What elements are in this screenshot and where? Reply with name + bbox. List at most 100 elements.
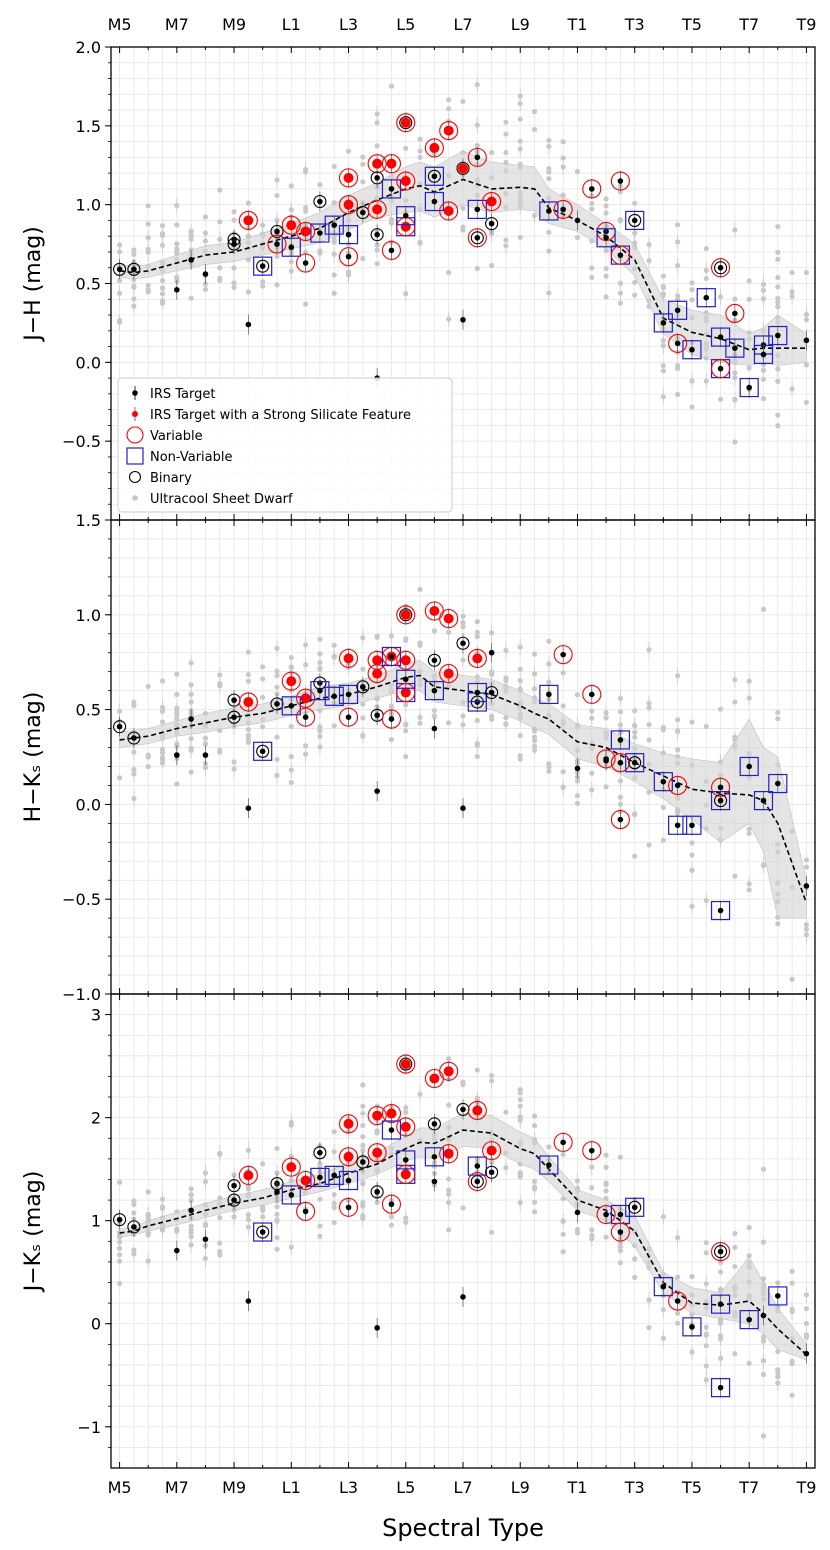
target-marker <box>431 198 438 205</box>
target-point <box>113 259 127 280</box>
ultracool-dwarf-point <box>489 149 495 156</box>
target-marker <box>345 691 352 698</box>
target-marker <box>116 266 123 273</box>
ultracool-dwarf-point <box>517 677 523 684</box>
target-marker <box>274 1189 280 1195</box>
target-point <box>381 178 402 199</box>
non-variable-marker <box>381 1120 402 1140</box>
target-marker <box>388 653 395 660</box>
ultracool-dwarf-point <box>503 119 509 125</box>
target-marker <box>674 782 681 789</box>
ultracool-dwarf-point <box>245 732 251 738</box>
target-point <box>610 171 630 192</box>
ultracool-dwarf-point <box>260 1214 266 1220</box>
ultracool-dwarf-point <box>317 744 323 750</box>
ultracool-dwarf-point <box>188 682 194 688</box>
ultracool-dwarf-point <box>360 635 366 641</box>
target-marker <box>374 175 380 181</box>
target-point <box>696 287 716 308</box>
ultracool-dwarf-point <box>775 249 781 255</box>
ultracool-dwarf-point <box>131 284 137 290</box>
target-point <box>753 344 774 365</box>
variable-marker <box>596 1204 616 1225</box>
target-marker <box>388 1201 395 1208</box>
y-tick-label: 0 <box>91 1315 101 1334</box>
ultracool-dwarf-point <box>260 694 266 700</box>
target-point <box>539 684 559 705</box>
ultracool-dwarf-point <box>274 691 280 697</box>
variable-marker <box>396 1054 416 1074</box>
ultracool-dwarf-point <box>775 716 781 722</box>
target-marker <box>472 653 483 664</box>
target-marker <box>458 163 468 174</box>
ultracool-dwarf-point <box>803 399 810 405</box>
binary-marker <box>456 161 470 175</box>
ultracool-dwarf-point <box>517 1090 523 1096</box>
target-point <box>456 1099 470 1120</box>
target-point <box>753 790 774 811</box>
ultracool-dwarf-point <box>589 1235 595 1242</box>
ultracool-dwarf-point <box>374 242 380 248</box>
variable-marker <box>424 138 444 158</box>
ultracool-dwarf-point <box>746 887 752 893</box>
target-marker <box>588 186 595 192</box>
ultracool-dwarf-point <box>403 754 409 760</box>
ultracool-dwarf-point <box>746 678 752 684</box>
ultracool-dwarf-point <box>503 131 509 137</box>
ultracool-dwarf-point <box>116 708 123 714</box>
target-marker <box>488 220 495 227</box>
legend-marker-black-circle <box>128 470 142 484</box>
ultracool-dwarf-point <box>159 678 166 684</box>
ultracool-dwarf-point <box>660 727 666 733</box>
variable-marker <box>467 1100 487 1120</box>
plot-area <box>113 586 810 982</box>
binary-marker <box>427 1117 441 1131</box>
target-marker <box>431 657 438 664</box>
ultracool-dwarf-point <box>775 378 781 385</box>
ultracool-dwarf-point <box>131 1210 137 1216</box>
target-marker <box>660 778 667 785</box>
ultracool-dwarf-point <box>231 280 237 286</box>
target-point <box>424 680 444 701</box>
variable-marker <box>439 664 459 684</box>
target-marker <box>732 345 738 351</box>
ultracool-dwarf-point <box>760 1338 767 1344</box>
target-point <box>424 137 444 158</box>
panels: −0.5 0.0 0.5 1.0 1.5 2.0 J−H (mag) −1.0 −0.5 0.0 0… <box>21 38 816 1469</box>
ultracool-dwarf-point <box>617 801 623 807</box>
variable-marker <box>711 258 731 278</box>
ultracool-dwarf-point <box>331 642 337 648</box>
ultracool-dwarf-point <box>703 275 709 282</box>
binary-marker <box>127 1220 141 1234</box>
variable-marker <box>381 154 402 174</box>
variable-marker <box>367 1106 387 1126</box>
ultracool-dwarf-point <box>703 723 709 730</box>
target-marker <box>131 1224 137 1230</box>
bottom-x-tick-label: M5 <box>108 1478 132 1497</box>
ultracool-dwarf-point <box>803 1334 810 1340</box>
target-point <box>739 1309 759 1330</box>
target-point <box>338 1113 359 1134</box>
ultracool-dwarf-point <box>474 265 480 272</box>
target-point <box>370 1181 384 1202</box>
target-point <box>803 1343 810 1364</box>
target-point <box>610 729 630 750</box>
target-marker <box>443 613 454 624</box>
ultracool-dwarf-point <box>632 230 638 236</box>
ultracool-dwarf-point <box>531 108 538 115</box>
ultracool-dwarf-point <box>531 671 538 677</box>
ultracool-dwarf-point <box>703 1331 709 1337</box>
target-marker <box>431 725 438 732</box>
non-variable-marker <box>625 210 645 231</box>
ultracool-dwarf-point <box>675 728 681 735</box>
ultracool-dwarf-point <box>489 630 495 636</box>
target-point <box>245 798 252 819</box>
ultracool-dwarf-point <box>517 666 523 672</box>
ultracool-dwarf-point <box>775 274 781 281</box>
variable-marker <box>367 664 387 684</box>
x-ticks <box>119 520 807 994</box>
ultracool-dwarf-point <box>217 1240 223 1246</box>
ultracool-dwarf-point <box>360 666 366 672</box>
ultracool-dwarf-point <box>131 795 137 802</box>
ultracool-dwarf-point <box>746 1225 752 1231</box>
